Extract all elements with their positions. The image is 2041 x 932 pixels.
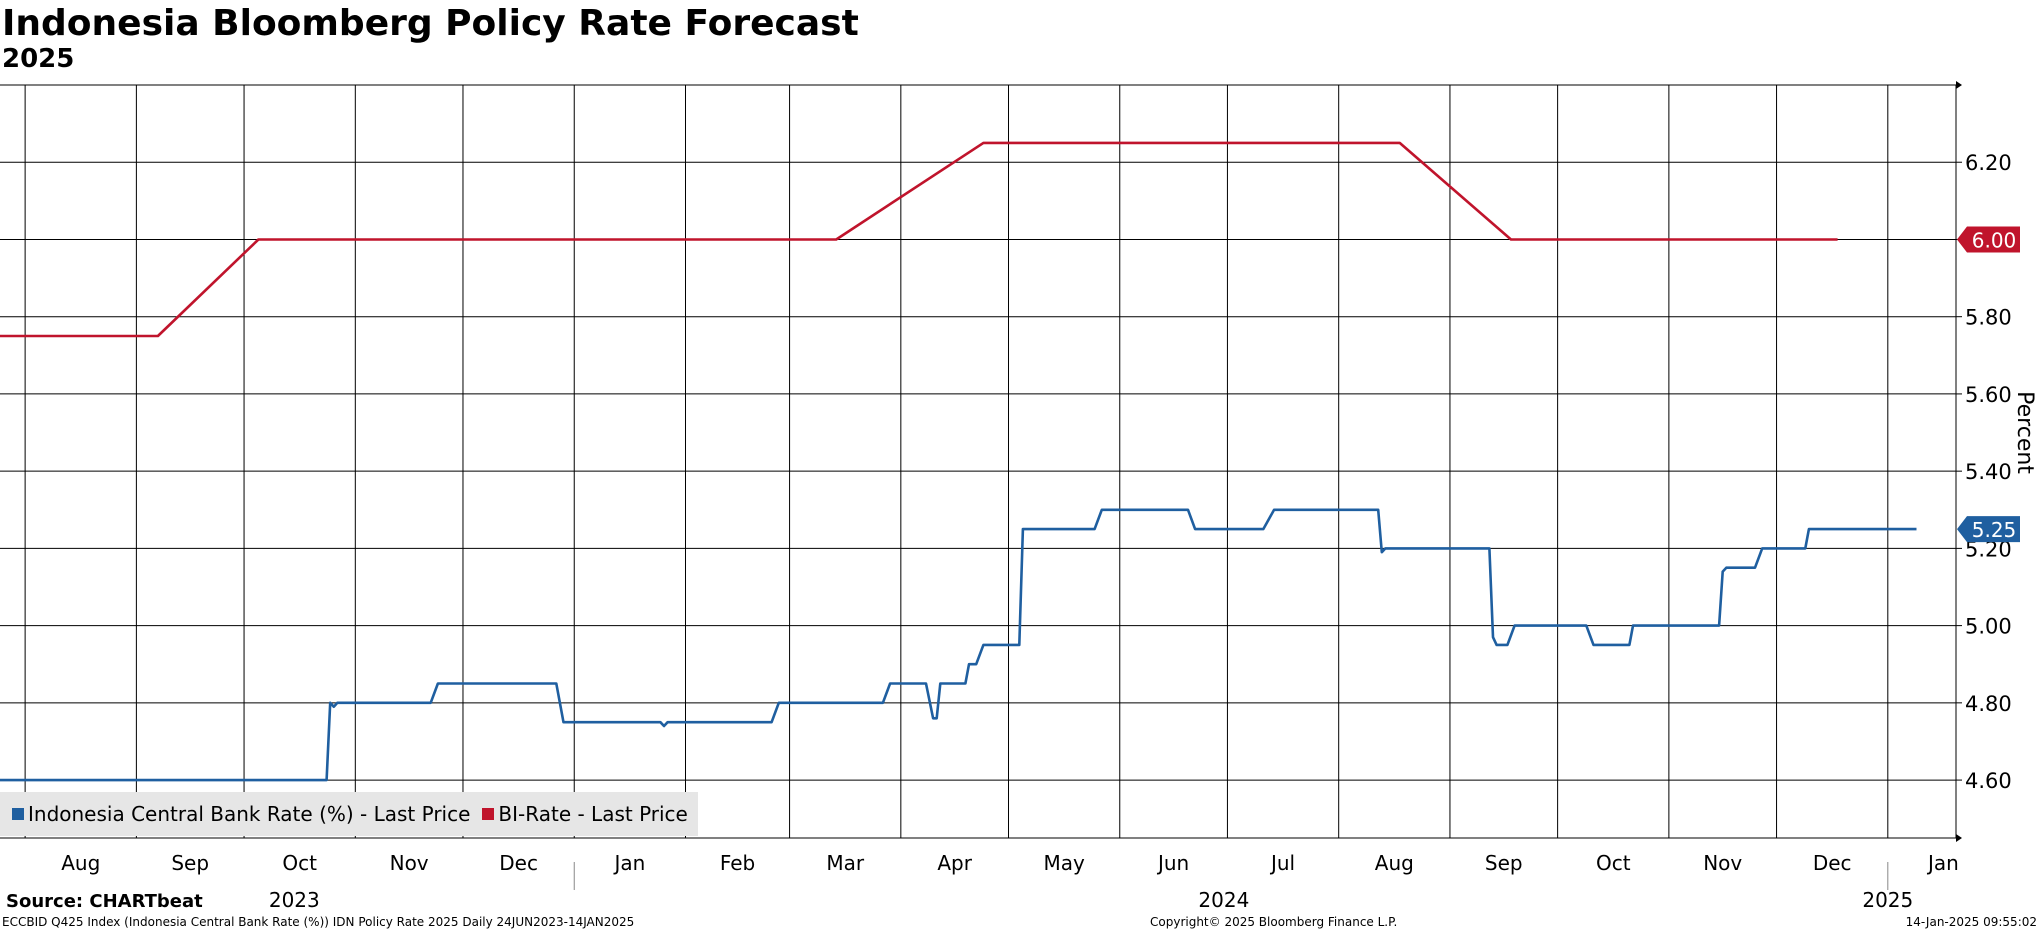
y-axis-arrow-bottom: [1956, 834, 1962, 842]
x-year-label: 2023: [269, 888, 320, 912]
last-value-label: 6.00: [1972, 228, 2017, 252]
x-tick-label: Dec: [1813, 851, 1852, 875]
series-line-central-bank-rate: [0, 508, 1917, 782]
x-tick-label: Dec: [499, 851, 538, 875]
x-year-label: 2024: [1198, 888, 1249, 912]
x-tick-label: May: [1043, 851, 1085, 875]
x-tick-label: Jan: [1926, 851, 1959, 875]
chart-subtitle: 2025: [2, 44, 75, 74]
y-tick-label: 5.40: [1965, 460, 2012, 484]
legend-swatch-blue: [12, 808, 24, 820]
x-tick-label: Oct: [1596, 851, 1631, 875]
legend-label-central-bank-rate: Indonesia Central Bank Rate (%) - Last P…: [28, 802, 471, 826]
source-note: Source: CHARTbeat: [6, 891, 203, 912]
series-layer: [0, 141, 1917, 782]
x-tick-label: Nov: [1703, 851, 1742, 875]
legend: Indonesia Central Bank Rate (%) - Last P…: [0, 792, 698, 836]
y-tick-label: 4.60: [1965, 769, 2012, 793]
legend-item-central-bank-rate: Indonesia Central Bank Rate (%) - Last P…: [12, 802, 470, 826]
legend-swatch-red: [482, 808, 495, 820]
legend-item-bi-rate: BI-Rate - Last Price: [482, 802, 688, 826]
x-tick-label: Feb: [720, 851, 755, 875]
last-value-tag: [1957, 516, 2020, 543]
x-year-label: 2025: [1862, 888, 1913, 912]
x-tick-label: Aug: [61, 851, 100, 875]
x-tick-label: Jun: [1156, 851, 1189, 875]
x-tick-label: Oct: [282, 851, 317, 875]
x-tick-label: Apr: [937, 851, 972, 875]
series-line-bi-rate: [0, 141, 1838, 338]
legend-label-bi-rate: BI-Rate - Last Price: [498, 802, 688, 826]
last-value-tag: [1957, 226, 2020, 253]
y-tick-label: 5.60: [1965, 383, 2012, 407]
y-axis-arrow-top: [1956, 81, 1962, 89]
footer-index-info: ECCBID Q425 Index (Indonesia Central Ban…: [2, 915, 635, 929]
last-value-label: 5.25: [1972, 518, 2017, 542]
axes: 4.604.805.005.205.405.605.806.006.20AugS…: [0, 81, 2037, 912]
x-tick-label: Jan: [612, 851, 645, 875]
x-tick-label: Aug: [1375, 851, 1414, 875]
x-tick-label: Sep: [1485, 851, 1523, 875]
x-tick-label: Jul: [1269, 851, 1295, 875]
y-axis-title: Percent: [2012, 391, 2037, 474]
chart-title: Indonesia Bloomberg Policy Rate Forecast: [2, 3, 859, 44]
footer-copyright: Copyright© 2025 Bloomberg Finance L.P.: [1150, 915, 1398, 929]
y-tick-label: 4.80: [1965, 692, 2012, 716]
x-tick-label: Nov: [390, 851, 429, 875]
y-tick-label: 6.20: [1965, 151, 2012, 175]
x-tick-label: Mar: [826, 851, 865, 875]
y-tick-label: 5.00: [1965, 615, 2012, 639]
footer-timestamp: 14-Jan-2025 09:55:02: [1905, 915, 2037, 929]
grid: [0, 85, 1956, 838]
y-tick-label: 5.80: [1965, 306, 2012, 330]
x-tick-label: Sep: [171, 851, 209, 875]
